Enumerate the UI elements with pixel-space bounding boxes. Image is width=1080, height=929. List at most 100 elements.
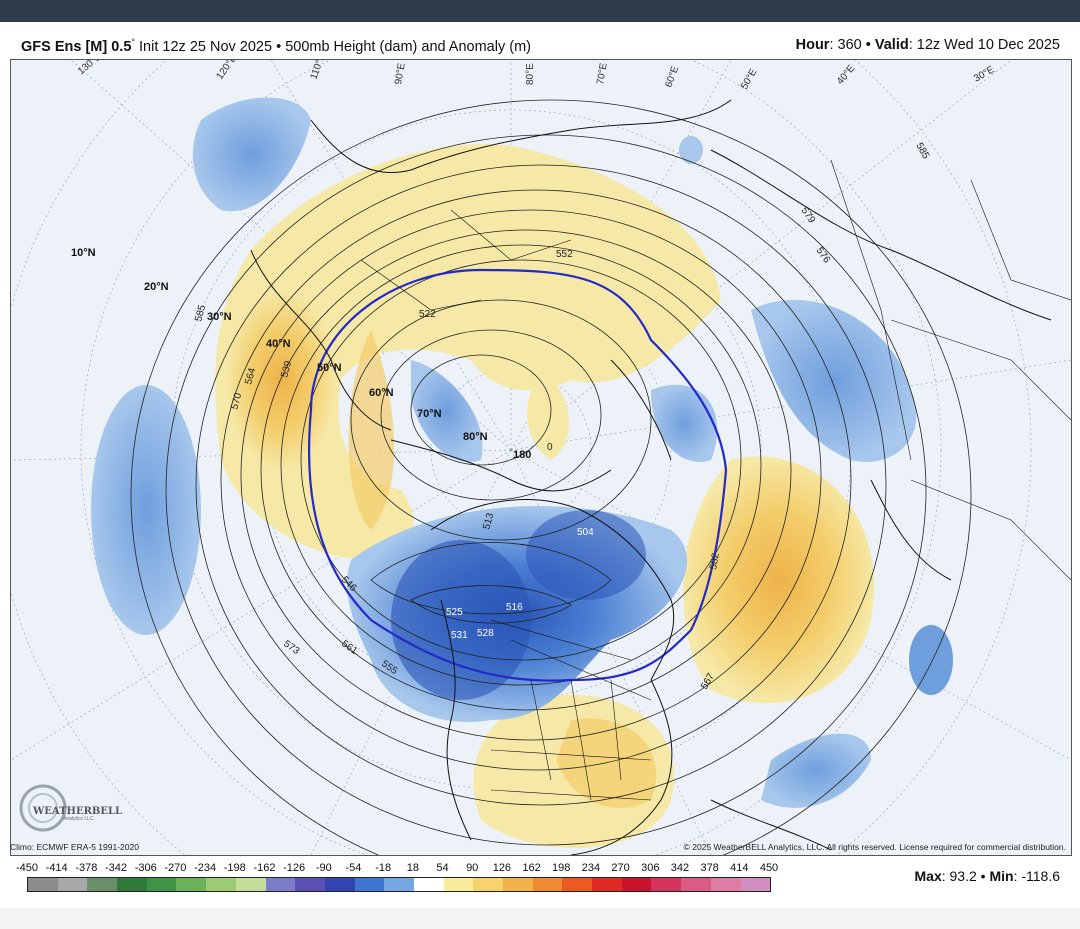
scale-label: 162 <box>522 862 541 874</box>
scale-label: -54 <box>345 862 362 874</box>
lon-label: 60°E <box>663 64 681 89</box>
scale-swatch <box>117 878 147 891</box>
center-label: 180 <box>513 449 531 461</box>
scale-swatch <box>87 878 118 891</box>
scale-label: 234 <box>581 862 601 874</box>
product-name: 500mb Height (dam) and Anomaly (m) <box>285 38 531 55</box>
scale-label: -306 <box>134 862 157 874</box>
height-contours <box>130 99 972 855</box>
model-name: GFS Ens [M] 0.5 <box>21 38 132 55</box>
copyright-note: © 2025 WeatherBELL Analytics, LLC. All r… <box>683 842 1066 852</box>
scale-label: 450 <box>759 862 779 874</box>
lat-label: 50°N <box>317 362 342 374</box>
scale-swatch <box>740 878 771 891</box>
scale-swatch <box>473 878 503 891</box>
contour-label: 585 <box>193 303 208 322</box>
scale-swatch <box>651 878 682 891</box>
lon-label: 110°E <box>308 60 328 81</box>
scale-swatch <box>235 878 266 891</box>
contour-label: 564 <box>243 366 258 385</box>
scale-swatch <box>532 878 563 891</box>
scale-label: 306 <box>641 862 660 874</box>
scale-label: 270 <box>611 862 630 874</box>
contour-label: 522 <box>419 309 436 320</box>
contour-label: 570 <box>229 391 244 410</box>
valid-info: Hour: 360 • Valid: 12z Wed 10 Dec 2025 <box>796 37 1060 53</box>
normal-contour-line <box>307 268 728 682</box>
scale-swatch <box>681 878 711 891</box>
bottom-strip <box>0 908 1080 929</box>
scale-label: 18 <box>406 862 419 874</box>
scale-label: -126 <box>283 862 306 874</box>
lat-label: 40°N <box>266 338 291 350</box>
separator: • <box>980 868 986 884</box>
scale-label: 54 <box>436 862 449 874</box>
lon-label: 80°E <box>525 63 536 85</box>
scale-swatch <box>176 878 207 891</box>
lon-label: 50°E <box>739 67 760 92</box>
contour-label: 576 <box>814 245 833 265</box>
climo-note: Climo: ECMWF ERA-5 1991-2020 <box>10 842 139 852</box>
scale-label: -378 <box>75 862 98 874</box>
longitude-labels: 130°E 120°E 110°E 90°E 80°E 70°E 60°E 50… <box>76 60 997 92</box>
logo-text: WEATHERBELL <box>32 806 122 817</box>
lat-label: 30°N <box>207 311 232 323</box>
scale-swatch <box>28 878 58 891</box>
scale-swatch <box>146 878 177 891</box>
lat-label: 70°N <box>417 408 442 420</box>
lon-label: 30°E <box>972 64 997 85</box>
max-value: : 93.2 <box>941 868 977 884</box>
scale-swatch <box>562 878 593 891</box>
scale-swatch <box>354 878 385 891</box>
polar-map[interactable]: 10°N 20°N 30°N 40°N 50°N 60°N 70°N 80°N … <box>10 59 1072 856</box>
scale-swatch <box>621 878 652 891</box>
scale-swatch <box>324 878 355 891</box>
map-canvas: 10°N 20°N 30°N 40°N 50°N 60°N 70°N 80°N … <box>11 60 1071 855</box>
contour-label: 579 <box>799 205 818 225</box>
lat-label: 20°N <box>144 281 169 293</box>
scale-swatch <box>206 878 236 891</box>
scale-label: 90 <box>466 862 479 874</box>
scale-swatch <box>295 878 325 891</box>
hour-label: Hour <box>795 37 830 53</box>
scale-label: -234 <box>194 862 217 874</box>
scale-label: -342 <box>105 862 128 874</box>
scale-swatch <box>503 878 533 891</box>
scale-swatch <box>265 878 296 891</box>
top-app-bar <box>0 0 1080 22</box>
init-prefix: Init <box>139 38 159 55</box>
contour-label: 0 <box>547 442 553 453</box>
anomaly-scale-labels: -450 -414 -378 -342 -306 -270 -234 -198 -162 -126… <box>16 862 780 876</box>
scale-label: -450 <box>15 862 39 874</box>
lat-label: 10°N <box>71 247 96 259</box>
scale-swatch <box>592 878 622 891</box>
political-borders <box>360 159 1071 801</box>
degree-symbol: ° <box>131 37 135 47</box>
scale-label: 414 <box>730 862 749 874</box>
scale-swatch <box>413 878 444 891</box>
contour-label: 539 <box>279 359 294 378</box>
title-bar: GFS Ens [M] 0.5° Init 12z 25 Nov 2025 • … <box>0 30 1080 60</box>
separator: • <box>276 38 282 55</box>
weatherbell-logo: WEATHERBELL Analytics LLC <box>19 784 122 832</box>
contour-label: 525 <box>446 607 463 618</box>
lat-label: 80°N <box>463 431 488 443</box>
scale-swatch <box>57 878 88 891</box>
scale-label: -162 <box>253 862 276 874</box>
scale-label: -18 <box>375 862 392 874</box>
max-min-readout: Max: 93.2 • Min: -118.6 <box>915 868 1061 884</box>
min-value: : -118.6 <box>1013 868 1060 884</box>
init-value: 12z 25 Nov 2025 <box>162 38 273 55</box>
contour-label: 531 <box>451 630 468 641</box>
contour-label: 516 <box>506 602 523 613</box>
lon-label: 120°E <box>214 60 239 82</box>
max-label: Max <box>914 868 942 884</box>
scale-swatch <box>384 878 414 891</box>
anomaly-color-scale <box>27 877 771 892</box>
lon-label: 90°E <box>393 62 408 86</box>
scale-label: 198 <box>552 862 571 874</box>
lat-label: 60°N <box>369 387 394 399</box>
contour-label: 504 <box>577 527 594 538</box>
scale-swatch <box>710 878 741 891</box>
contour-label: 585 <box>913 141 931 161</box>
